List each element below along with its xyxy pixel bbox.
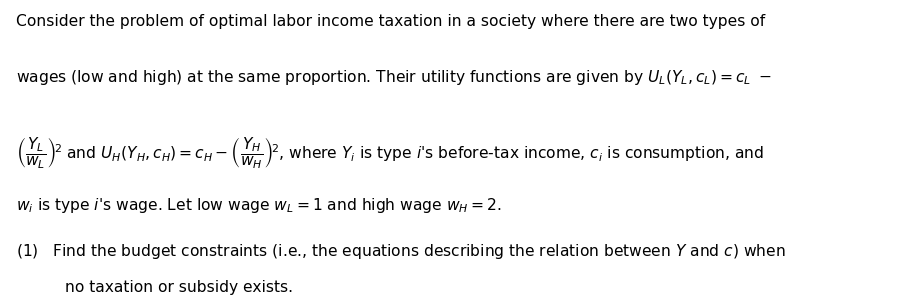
Text: $w_i$ is type $i$'s wage. Let low wage $w_L = 1$ and high wage $w_H = 2.$: $w_i$ is type $i$'s wage. Let low wage $… [16, 196, 502, 215]
Text: (1)   Find the budget constraints (i.e., the equations describing the relation b: (1) Find the budget constraints (i.e., t… [16, 242, 786, 261]
Text: Consider the problem of optimal labor income taxation in a society where there a: Consider the problem of optimal labor in… [16, 14, 766, 29]
Text: $\left(\dfrac{Y_L}{w_L}\right)^{\!2}$ and $U_H(Y_H,c_H) = c_H - \left(\dfrac{Y_H: $\left(\dfrac{Y_L}{w_L}\right)^{\!2}$ an… [16, 136, 764, 171]
Text: no taxation or subsidy exists.: no taxation or subsidy exists. [65, 280, 293, 295]
Text: wages (low and high) at the same proportion. Their utility functions are given b: wages (low and high) at the same proport… [16, 68, 772, 87]
